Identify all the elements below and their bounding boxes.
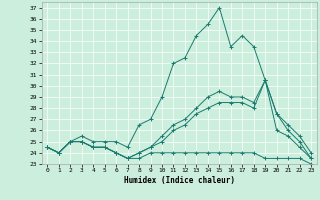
X-axis label: Humidex (Indice chaleur): Humidex (Indice chaleur) (124, 176, 235, 185)
